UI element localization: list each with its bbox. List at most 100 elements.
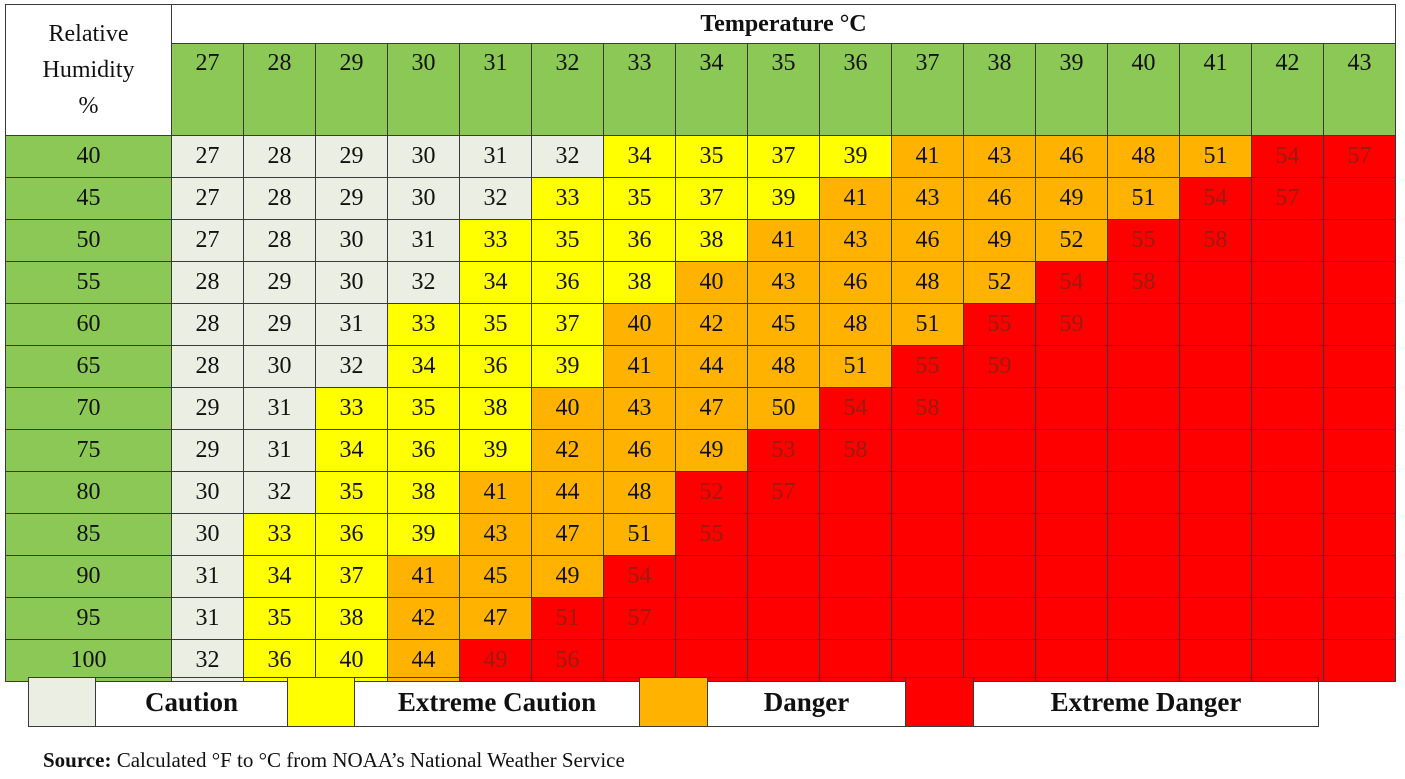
heat-cell: 53 (747, 429, 820, 472)
heat-cell (1251, 597, 1324, 640)
heat-cell (1179, 555, 1252, 598)
heat-cell: 35 (243, 597, 316, 640)
heat-cell (1323, 429, 1396, 472)
heat-cell (675, 597, 748, 640)
humidity-header: 60 (5, 303, 172, 346)
heat-cell: 35 (315, 471, 388, 514)
heat-cell (1251, 555, 1324, 598)
heat-cell (675, 639, 748, 682)
heat-cell: 28 (243, 219, 316, 262)
source-note: Source: Calculated °F to °C from NOAA’s … (43, 748, 625, 773)
heat-cell (747, 513, 820, 556)
heat-cell: 43 (963, 135, 1036, 178)
heat-cell: 27 (171, 177, 244, 220)
heat-cell: 29 (243, 261, 316, 304)
humidity-label-line1: Relative (48, 21, 129, 47)
heat-cell (819, 555, 892, 598)
table-row: 45 27 28 29 30 32 33 35 37 39 41 43 46 49 51 54 57 (5, 177, 1396, 220)
humidity-header: 50 (5, 219, 172, 262)
heat-cell: 34 (387, 345, 460, 388)
legend-swatch-extreme-caution (287, 677, 355, 727)
temperature-header: 28 (243, 43, 316, 136)
heat-cell: 44 (387, 639, 460, 682)
heat-cell: 31 (243, 429, 316, 472)
heat-cell: 31 (171, 597, 244, 640)
heat-cell: 41 (387, 555, 460, 598)
heat-cell: 34 (243, 555, 316, 598)
heat-cell: 29 (315, 135, 388, 178)
legend-swatch-danger (639, 677, 708, 727)
heat-cell (1179, 429, 1252, 472)
heat-cell: 58 (891, 387, 964, 430)
heat-cell: 34 (315, 429, 388, 472)
heat-cell (1251, 471, 1324, 514)
heat-cell: 49 (531, 555, 604, 598)
heat-cell: 32 (531, 135, 604, 178)
heat-cell: 27 (171, 135, 244, 178)
heat-cell: 51 (531, 597, 604, 640)
heat-cell (747, 597, 820, 640)
heat-cell: 36 (531, 261, 604, 304)
legend-label-caution: Caution (95, 677, 288, 727)
heat-cell: 46 (603, 429, 676, 472)
temperature-header: 35 (747, 43, 820, 136)
heat-cell: 30 (387, 177, 460, 220)
heat-cell: 35 (675, 135, 748, 178)
heat-cell (1107, 513, 1180, 556)
table-row: 70 29 31 33 35 38 40 43 47 50 54 58 (5, 387, 1396, 430)
heat-cell: 30 (315, 219, 388, 262)
heat-cell: 51 (603, 513, 676, 556)
heat-cell: 37 (675, 177, 748, 220)
heat-cell: 37 (531, 303, 604, 346)
humidity-header: 70 (5, 387, 172, 430)
heat-cell (1107, 597, 1180, 640)
heat-cell (819, 513, 892, 556)
heat-cell (1251, 261, 1324, 304)
heat-cell (1323, 303, 1396, 346)
table-row: 55 28 29 30 32 34 36 38 40 43 46 48 52 54 58 (5, 261, 1396, 304)
heat-cell: 41 (747, 219, 820, 262)
heat-cell (1035, 513, 1108, 556)
heat-cell: 54 (603, 555, 676, 598)
heat-cell: 38 (459, 387, 532, 430)
heat-cell: 54 (1251, 135, 1324, 178)
heat-cell: 54 (819, 387, 892, 430)
temperature-header: 32 (531, 43, 604, 136)
heat-cell (1179, 387, 1252, 430)
table-row: 50 27 28 30 31 33 35 36 38 41 43 46 49 52 55 58 (5, 219, 1396, 262)
heat-cell (963, 639, 1036, 682)
heat-cell (1323, 471, 1396, 514)
heat-cell: 31 (459, 135, 532, 178)
heat-cell: 37 (747, 135, 820, 178)
heat-cell: 46 (1035, 135, 1108, 178)
heat-cell: 44 (531, 471, 604, 514)
heat-cell (891, 555, 964, 598)
table-row: 80 30 32 35 38 41 44 48 52 57 (5, 471, 1396, 514)
heat-cell: 47 (459, 597, 532, 640)
humidity-header: 45 (5, 177, 172, 220)
heat-cell (1323, 261, 1396, 304)
heat-cell: 55 (675, 513, 748, 556)
heat-cell: 36 (459, 345, 532, 388)
heat-cell: 50 (747, 387, 820, 430)
heat-cell: 30 (171, 471, 244, 514)
heat-cell: 32 (315, 345, 388, 388)
heat-cell: 44 (675, 345, 748, 388)
heat-cell: 48 (747, 345, 820, 388)
heat-cell: 54 (1035, 261, 1108, 304)
heat-cell (1107, 345, 1180, 388)
heat-cell (747, 555, 820, 598)
table-row: 75 29 31 34 36 39 42 46 49 53 58 (5, 429, 1396, 472)
heat-cell: 27 (171, 219, 244, 262)
heat-cell (1035, 471, 1108, 514)
legend-swatch-extreme-danger (905, 677, 974, 727)
temperature-header: 31 (459, 43, 532, 136)
heat-cell: 47 (531, 513, 604, 556)
heat-cell: 28 (171, 345, 244, 388)
temperature-header: 30 (387, 43, 460, 136)
heat-cell: 47 (675, 387, 748, 430)
legend-label-extreme-caution: Extreme Caution (354, 677, 640, 727)
heat-cell (1323, 219, 1396, 262)
heat-cell: 57 (603, 597, 676, 640)
humidity-header: 95 (5, 597, 172, 640)
